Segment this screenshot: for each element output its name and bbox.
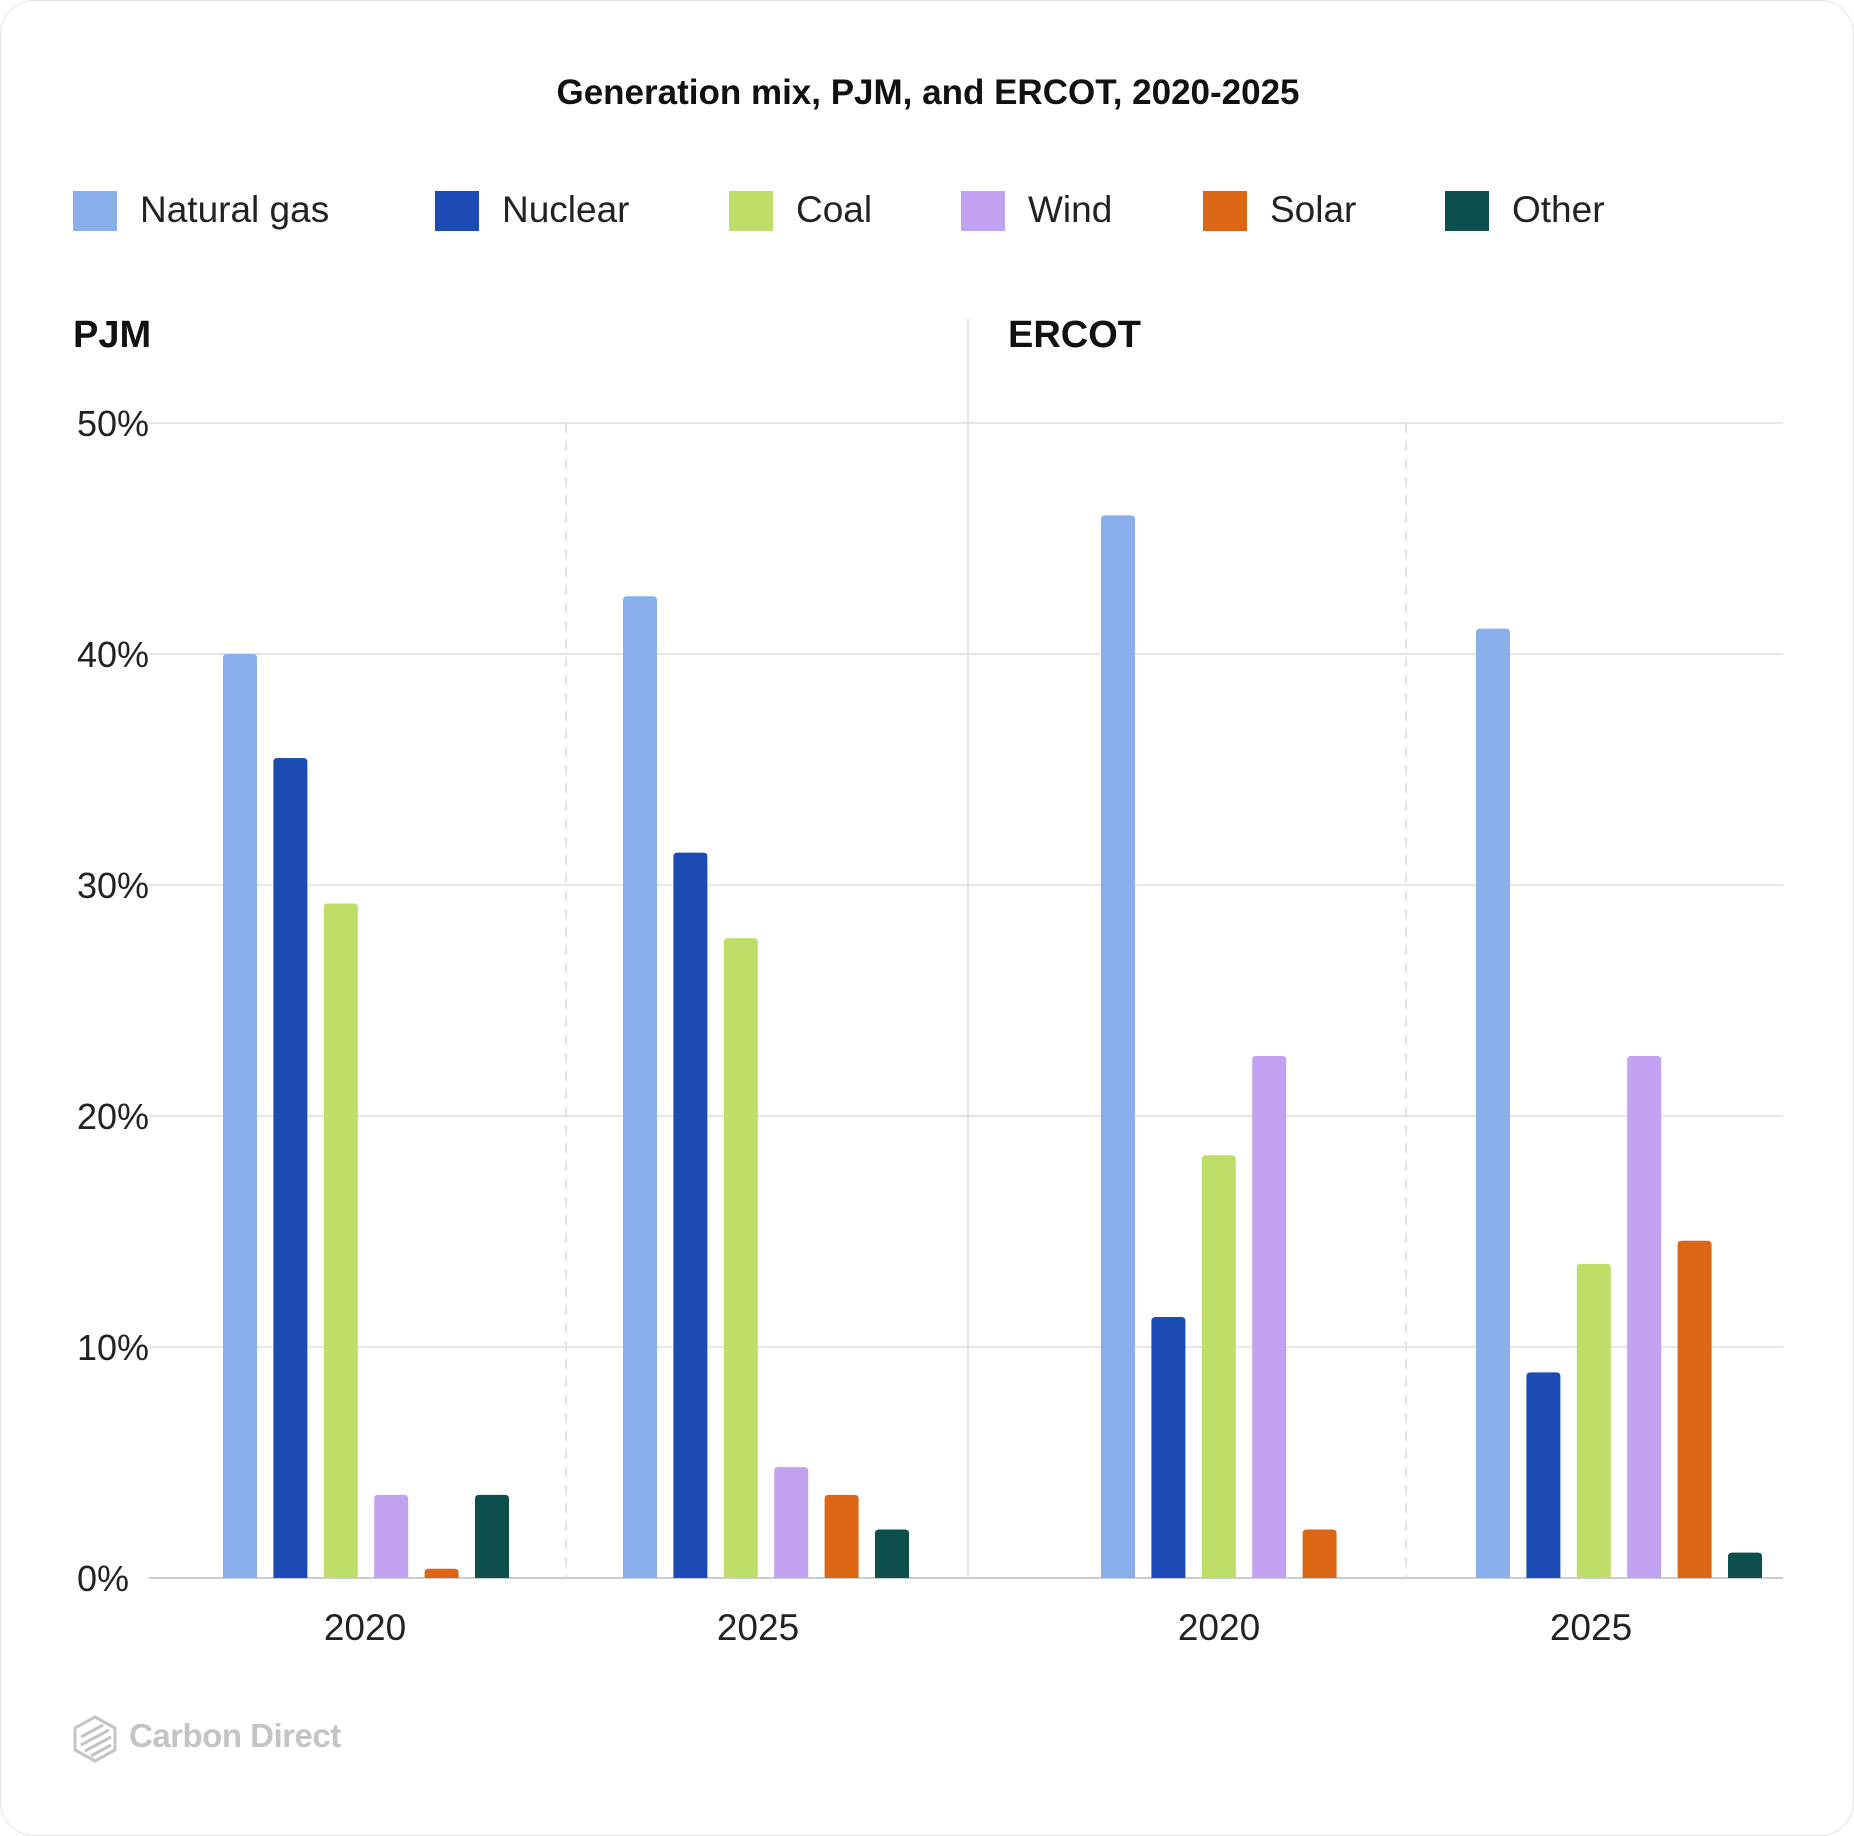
bar-pjm-2025-coal bbox=[723, 938, 758, 1578]
bar-ercot-2025-coal bbox=[1576, 1263, 1611, 1578]
legend-label-solar: Solar bbox=[1270, 189, 1357, 230]
legend-label-natural-gas: Natural gas bbox=[140, 189, 330, 230]
legend-swatch-nuclear bbox=[435, 191, 479, 231]
legend-swatch-wind bbox=[961, 191, 1005, 231]
bar-pjm-2025-wind bbox=[774, 1467, 809, 1578]
bar-pjm-2025-natural-gas bbox=[623, 596, 657, 1578]
bar-pjm-2020-other bbox=[475, 1494, 509, 1578]
bar-pjm-2025-other bbox=[875, 1529, 909, 1578]
bar-ercot-2020-nuclear bbox=[1151, 1316, 1186, 1578]
y-tick-label: 30% bbox=[77, 865, 149, 906]
bar-pjm-2020-coal bbox=[323, 903, 358, 1578]
bar-pjm-2020-wind bbox=[374, 1494, 409, 1578]
bar-ercot-2025-natural-gas bbox=[1476, 628, 1510, 1578]
bar-pjm-2025-solar bbox=[824, 1494, 859, 1578]
legend-label-nuclear: Nuclear bbox=[502, 189, 630, 230]
bar-pjm-2025-nuclear bbox=[673, 852, 708, 1578]
x-group-label: 2020 bbox=[1178, 1607, 1260, 1648]
x-group-label: 2025 bbox=[717, 1607, 799, 1648]
panel-title: ERCOT bbox=[1008, 314, 1141, 356]
legend-swatch-coal bbox=[729, 191, 773, 231]
legend-swatch-natural-gas bbox=[73, 191, 117, 231]
chart-title: Generation mix, PJM, and ERCOT, 2020-202… bbox=[556, 73, 1300, 112]
x-group-label: 2020 bbox=[324, 1607, 406, 1648]
y-tick-label: 10% bbox=[77, 1327, 149, 1368]
legend-label-other: Other bbox=[1512, 189, 1605, 230]
bar-pjm-2020-solar bbox=[424, 1568, 459, 1578]
x-group-label: 2025 bbox=[1550, 1607, 1632, 1648]
bar-ercot-2025-wind bbox=[1627, 1055, 1662, 1578]
bar-ercot-2020-coal bbox=[1201, 1155, 1236, 1578]
y-tick-label: 0% bbox=[77, 1558, 129, 1599]
y-tick-label: 40% bbox=[77, 634, 149, 675]
panel-title: PJM bbox=[73, 314, 151, 356]
bar-ercot-2025-other bbox=[1728, 1552, 1762, 1578]
bar-ercot-2020-wind bbox=[1252, 1055, 1287, 1578]
bar-ercot-2020-natural-gas bbox=[1101, 515, 1135, 1578]
bar-ercot-2020-solar bbox=[1302, 1529, 1337, 1578]
bar-ercot-2025-solar bbox=[1677, 1240, 1712, 1578]
bar-ercot-2025-nuclear bbox=[1526, 1372, 1561, 1578]
y-tick-label: 20% bbox=[77, 1096, 149, 1137]
legend-label-coal: Coal bbox=[796, 189, 873, 230]
carbon-direct-logo-icon bbox=[73, 1715, 117, 1763]
logo-text: Carbon Direct bbox=[129, 1717, 341, 1754]
legend-swatch-other bbox=[1445, 191, 1489, 231]
legend-label-wind: Wind bbox=[1028, 189, 1113, 230]
bar-pjm-2020-natural-gas bbox=[223, 654, 257, 1578]
y-tick-label: 50% bbox=[77, 403, 149, 444]
legend-swatch-solar bbox=[1203, 191, 1247, 231]
bar-pjm-2020-nuclear bbox=[273, 757, 308, 1578]
